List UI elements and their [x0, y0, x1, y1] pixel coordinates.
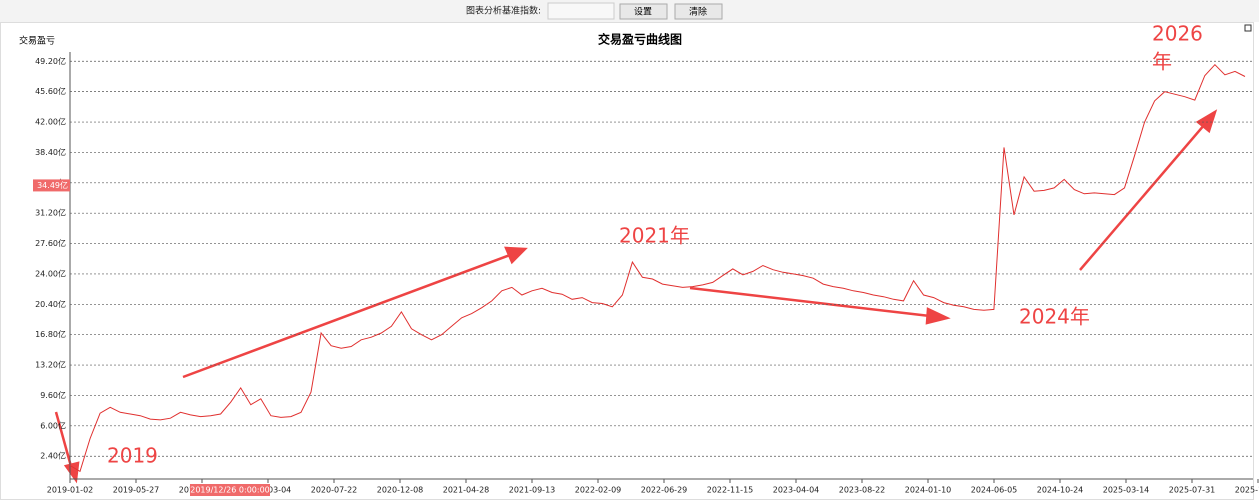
y-tick-label: 6.00亿: [40, 420, 66, 430]
set-button-label: 设置: [634, 7, 652, 18]
x-tick-label: 2024-10-24: [1037, 486, 1084, 495]
cursor-y-label: 34.49亿: [37, 180, 68, 190]
x-tick-label: 2019-05-27: [113, 486, 160, 495]
y-tick-label: 2.40亿: [40, 451, 66, 461]
set-button[interactable]: [619, 3, 668, 20]
y-tick-label: 16.80亿: [35, 329, 66, 339]
cursor-y-bg: [33, 179, 70, 192]
y-tick-label: 9.60亿: [40, 390, 66, 400]
y-tick-label: 42.00亿: [35, 117, 66, 127]
chart-title: 交易盈亏曲线图: [598, 32, 682, 47]
x-tick-label: 2021-04-28: [443, 486, 490, 495]
x-tick-label: 2021-09-13: [509, 486, 556, 495]
y-axis-label: 交易盈亏: [19, 35, 55, 47]
arrows: [54, 109, 1218, 484]
x-tick-label: 2022-11-15: [707, 486, 754, 495]
annotation: 2026: [1152, 22, 1203, 46]
x-tick-label: 2023-08-22: [839, 486, 886, 495]
y-tick-label: 38.40亿: [35, 147, 66, 157]
annotation: 2019: [107, 444, 158, 468]
y-tick-label: 24.00亿: [35, 268, 66, 278]
x-tick-label: 2022-06-29: [641, 486, 688, 495]
annotation: 2024年: [1019, 305, 1090, 329]
annotation: 2021年: [619, 224, 690, 248]
annotation: 年: [1152, 50, 1172, 74]
y-tick-label: 27.60亿: [35, 238, 66, 248]
cursor-x-label: 2019/12/26 0:00:00: [190, 486, 270, 495]
x-tick-label: 2024-01-10: [905, 486, 952, 495]
y-tick-label: 49.20亿: [35, 56, 66, 66]
clear-button[interactable]: [674, 3, 723, 20]
pnl-line: [69, 63, 1246, 473]
x-tick-label: 2025-12-18: [1235, 486, 1259, 495]
cursor-x-bg: [190, 484, 270, 496]
x-tick-label: 2020-12-08: [377, 486, 424, 495]
y-tick-label: 13.20亿: [35, 360, 66, 370]
index-input[interactable]: [547, 2, 615, 20]
x-tick-label: 2020-07-22: [311, 486, 358, 495]
clear-button-label: 清除: [689, 6, 707, 18]
x-tick-label: 2019-01-02: [47, 486, 94, 495]
maximize-icon[interactable]: [1244, 24, 1252, 32]
y-tick-label: 31.20亿: [35, 208, 66, 218]
chart-frame: [0, 22, 1254, 500]
x-tick-label: 2024-06-05: [971, 486, 1018, 495]
x-tick-label: 2025-07-31: [1169, 486, 1216, 495]
x-tick-label: 2025-03-14: [1103, 486, 1150, 495]
toolbar-label: 图表分析基准指数:: [466, 5, 541, 17]
x-tick-label: 2023-04-04: [773, 486, 820, 495]
y-tick-label: 45.60亿: [35, 86, 66, 96]
y-tick-label: 20.40亿: [35, 299, 66, 309]
x-tick-label: 2022-02-09: [575, 486, 622, 495]
